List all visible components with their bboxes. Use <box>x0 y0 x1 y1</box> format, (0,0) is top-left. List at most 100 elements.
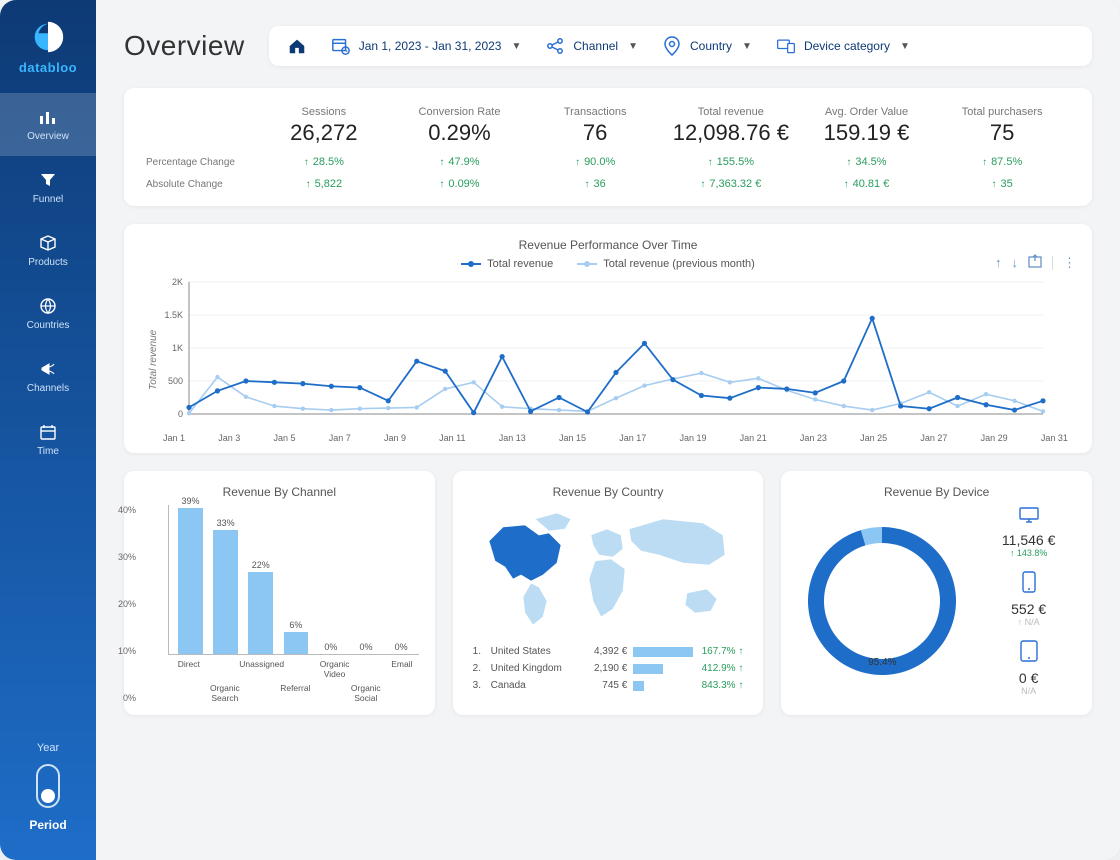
sort-asc-icon[interactable]: ↑ <box>995 255 1002 270</box>
bottom-row: Revenue By Channel 40%30%20%10%0% 39%33%… <box>124 471 1092 715</box>
sort-desc-icon[interactable]: ↓ <box>1012 255 1019 270</box>
chevron-down-icon: ▼ <box>511 41 521 52</box>
calendar-range-icon <box>331 36 351 56</box>
channel-filter[interactable]: Channel ▼ <box>545 36 638 56</box>
kpi-pct-change: ↑90.0% <box>527 156 663 168</box>
sidebar-nav: Overview Funnel Products Countries <box>0 93 96 471</box>
switch-label-year: Year <box>37 742 59 754</box>
sidebar-item-label: Products <box>28 257 67 268</box>
donut-center-label: 95.4% <box>868 657 896 668</box>
sidebar-item-label: Funnel <box>33 194 64 205</box>
chevron-down-icon: ▼ <box>628 41 638 52</box>
bar-2: 22% <box>243 560 278 655</box>
sidebar-item-overview[interactable]: Overview <box>0 93 96 156</box>
y-axis-label: Total revenue <box>144 276 159 443</box>
brand-name: databloo <box>19 60 77 75</box>
chevron-down-icon: ▼ <box>742 41 752 52</box>
megaphone-icon <box>38 359 58 379</box>
kpi-row-label-pct: Percentage Change <box>146 157 256 168</box>
kpi-5: Total purchasers75 <box>934 106 1070 146</box>
home-button[interactable] <box>287 36 307 56</box>
kpi-row-label-abs: Absolute Change <box>146 179 256 190</box>
sidebar-item-time[interactable]: Time <box>0 408 96 471</box>
svg-text:500: 500 <box>168 376 183 386</box>
device-list: 11,546 € ↑ 143.8% 552 € ↑ N/A 0 € N/A <box>981 505 1076 696</box>
donut-chart: 95.4% <box>797 516 967 686</box>
svg-text:2K: 2K <box>172 277 183 287</box>
sidebar-item-products[interactable]: Products <box>0 219 96 282</box>
funnel-icon <box>38 170 58 190</box>
bar-3: 6% <box>278 620 313 655</box>
device-icon <box>1019 639 1039 668</box>
country-row: 3.Canada745 € 843.3% ↑ <box>469 677 748 694</box>
revenue-by-device-card: Revenue By Device 95.4% 11,546 € ↑ 143.8… <box>781 471 1092 715</box>
bar-4: 0% <box>313 642 348 654</box>
revenue-by-country-card: Revenue By Country 1.United States4,392 … <box>453 471 764 715</box>
sidebar-item-channels[interactable]: Channels <box>0 345 96 408</box>
pin-icon <box>662 36 682 56</box>
sidebar-item-label: Overview <box>27 131 69 142</box>
kpi-pct-change: ↑47.9% <box>392 156 528 168</box>
revenue-over-time-card: Revenue Performance Over Time Total reve… <box>124 224 1092 453</box>
chevron-down-icon: ▼ <box>900 41 910 52</box>
chart-bar-icon <box>38 107 58 127</box>
more-icon[interactable]: ⋮ <box>1063 255 1076 271</box>
card-title: Revenue By Country <box>469 485 748 499</box>
export-icon[interactable] <box>1028 254 1042 271</box>
date-range-filter[interactable]: Jan 1, 2023 - Jan 31, 2023 ▼ <box>331 36 522 56</box>
card-title: Revenue Performance Over Time <box>144 238 1072 252</box>
filter-bar: Jan 1, 2023 - Jan 31, 2023 ▼ Channel ▼ C… <box>269 26 1092 66</box>
svg-text:1.5K: 1.5K <box>164 310 183 320</box>
app-root: databloo Overview Funnel Products <box>0 0 1120 860</box>
legend-item-previous: Total revenue (previous month) <box>577 258 755 270</box>
line-chart: 05001K1.5K2K <box>159 276 1049 426</box>
globe-icon <box>38 296 58 316</box>
sidebar-item-label: Channels <box>27 383 69 394</box>
date-range-label: Jan 1, 2023 - Jan 31, 2023 <box>359 39 502 53</box>
country-table: 1.United States4,392 € 167.7% ↑ 2.United… <box>469 643 748 694</box>
brand-logo: databloo <box>19 18 77 75</box>
kpi-abs-change: ↑7,363.32 € <box>663 178 799 190</box>
sidebar-item-funnel[interactable]: Funnel <box>0 156 96 219</box>
country-row: 1.United States4,392 € 167.7% ↑ <box>469 643 748 660</box>
period-switch[interactable]: Year Period <box>29 742 66 832</box>
toggle-icon <box>36 764 60 808</box>
kpi-card: Sessions26,272Conversion Rate0.29%Transa… <box>124 88 1092 206</box>
svg-text:1K: 1K <box>172 343 183 353</box>
page-title: Overview <box>124 30 245 62</box>
kpi-4: Avg. Order Value159.19 € <box>799 106 935 146</box>
country-filter-label: Country <box>690 39 732 53</box>
box-icon <box>38 233 58 253</box>
x-axis-ticks: Jan 1Jan 3Jan 5Jan 7Jan 9Jan 11Jan 13Jan… <box>159 431 1072 443</box>
bar-1: 33% <box>208 518 243 654</box>
bar-0: 39% <box>173 496 208 654</box>
sidebar-item-countries[interactable]: Countries <box>0 282 96 345</box>
kpi-1: Conversion Rate0.29% <box>392 106 528 146</box>
device-item-0: 11,546 € ↑ 143.8% <box>1002 505 1055 558</box>
kpi-pct-change: ↑155.5% <box>663 156 799 168</box>
revenue-by-channel-card: Revenue By Channel 40%30%20%10%0% 39%33%… <box>124 471 435 715</box>
chart-toolbar: ↑ ↓ ⋮ <box>995 254 1076 271</box>
device-icon <box>1002 505 1055 530</box>
country-row: 2.United Kingdom2,190 € 412.9% ↑ <box>469 660 748 677</box>
device-icon <box>1011 570 1046 599</box>
devices-icon <box>776 36 796 56</box>
switch-label-period: Period <box>29 818 66 832</box>
device-filter-label: Device category <box>804 39 890 53</box>
device-filter[interactable]: Device category ▼ <box>776 36 910 56</box>
sidebar-item-label: Time <box>37 446 59 457</box>
share-icon <box>545 36 565 56</box>
kpi-abs-change: ↑0.09% <box>392 178 528 190</box>
sidebar-item-label: Countries <box>27 320 70 331</box>
country-filter[interactable]: Country ▼ <box>662 36 752 56</box>
device-item-2: 0 € N/A <box>1019 639 1039 696</box>
home-icon <box>287 36 307 56</box>
bar-6: 0% <box>384 642 419 654</box>
kpi-pct-change: ↑34.5% <box>799 156 935 168</box>
bar-chart: 39%33%22%6%0%0%0% <box>168 505 419 655</box>
channel-filter-label: Channel <box>573 39 618 53</box>
kpi-abs-change: ↑36 <box>527 178 663 190</box>
kpi-pct-change: ↑87.5% <box>934 156 1070 168</box>
kpi-abs-change: ↑40.81 € <box>799 178 935 190</box>
kpi-0: Sessions26,272 <box>256 106 392 146</box>
